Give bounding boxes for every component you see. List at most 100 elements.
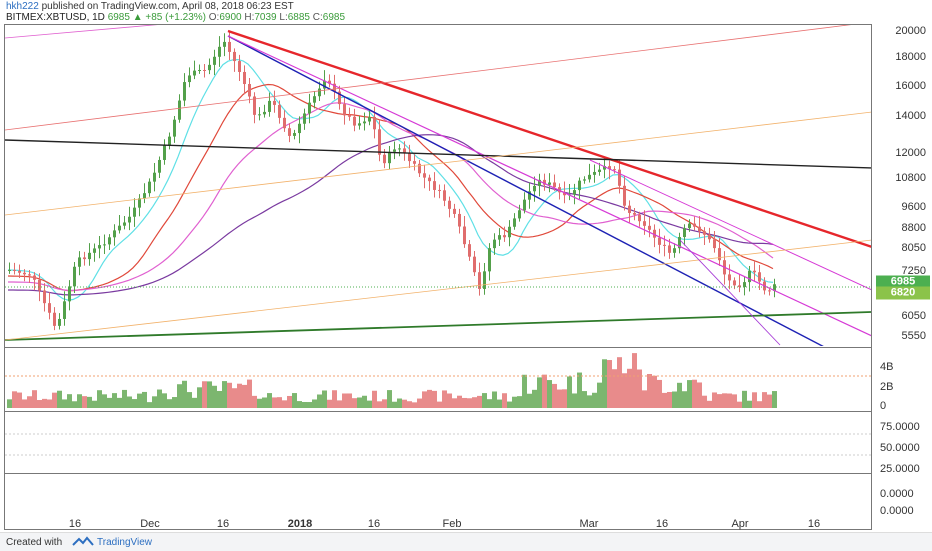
volume-bar bbox=[392, 401, 397, 408]
volume-bar bbox=[747, 400, 752, 408]
tradingview-logo-icon[interactable] bbox=[72, 536, 94, 547]
publish-info: hkh222 published on TradingView.com, Apr… bbox=[6, 1, 294, 12]
candle-body bbox=[248, 84, 251, 97]
volume-bar bbox=[557, 389, 562, 408]
last-price-tag: 6985 bbox=[876, 275, 930, 289]
candle-body bbox=[183, 82, 186, 101]
volume-bar bbox=[727, 393, 732, 408]
candle-body bbox=[238, 61, 241, 72]
candle-body bbox=[338, 91, 341, 105]
candle-body bbox=[533, 185, 536, 192]
candle-body bbox=[648, 225, 651, 230]
price-axis[interactable]: 20000 18000 16000 14000 12000 10800 9600… bbox=[872, 0, 932, 347]
candle-body bbox=[458, 213, 461, 227]
ema-mid-line bbox=[7, 83, 774, 292]
author-link[interactable]: hkh222 bbox=[6, 1, 39, 12]
volume-bar bbox=[682, 391, 687, 408]
volume-bar bbox=[457, 395, 462, 408]
candle-body bbox=[448, 200, 451, 209]
candle-body bbox=[418, 163, 421, 174]
high-value: 7039 bbox=[254, 12, 277, 23]
indicator-axis[interactable]: 75.0000 50.0000 25.0000 0.0000 bbox=[872, 412, 932, 500]
volume-bar bbox=[22, 399, 27, 408]
purple-projection-line[interactable] bbox=[679, 239, 781, 346]
open-value: 6900 bbox=[219, 12, 242, 23]
orange-ascending-channel-upper[interactable] bbox=[5, 111, 872, 216]
created-with-text: Created with bbox=[6, 537, 63, 548]
time-label: 16 bbox=[216, 518, 230, 530]
volume-bar bbox=[602, 359, 607, 408]
black-horizontal-trendline[interactable] bbox=[5, 139, 872, 169]
candle-body bbox=[773, 284, 776, 291]
volume-bar bbox=[622, 373, 627, 408]
volume-bar bbox=[302, 401, 307, 408]
volume-bar bbox=[592, 392, 597, 408]
candle-body bbox=[603, 166, 606, 170]
volume-bar bbox=[237, 383, 242, 408]
magenta-ascending-channel[interactable] bbox=[5, 20, 210, 39]
volume-bar bbox=[637, 369, 642, 408]
volume-bar bbox=[267, 393, 272, 408]
candle-body bbox=[408, 153, 411, 162]
volume-bar bbox=[182, 380, 187, 408]
indicator-tick: 75.0000 bbox=[880, 421, 920, 433]
volume-bars bbox=[7, 353, 777, 408]
chart-frame[interactable] bbox=[4, 24, 872, 530]
volume-bar bbox=[332, 390, 337, 408]
volume-bar bbox=[507, 401, 512, 408]
volume-bar bbox=[352, 398, 357, 408]
volume-bar bbox=[527, 393, 532, 408]
symbol-name[interactable]: BITMEX:XBTUSD, 1D bbox=[6, 12, 105, 23]
candle-body bbox=[228, 41, 231, 52]
volume-bar bbox=[772, 391, 777, 408]
volume-bar bbox=[472, 397, 477, 408]
candle-body bbox=[83, 257, 86, 260]
volume-tick: 4B bbox=[880, 361, 894, 373]
candle-body bbox=[63, 301, 66, 319]
indicator-bottom-separator[interactable] bbox=[4, 473, 872, 474]
volume-bar bbox=[222, 381, 227, 408]
candle-body bbox=[123, 222, 126, 226]
trend-lines[interactable] bbox=[5, 20, 872, 350]
candle-body bbox=[348, 115, 351, 117]
price-volume-separator[interactable] bbox=[4, 347, 872, 348]
volume-axis[interactable]: 4B 2B 0 bbox=[872, 348, 932, 412]
volume-bar bbox=[17, 392, 22, 408]
orange-ascending-channel-lower[interactable] bbox=[5, 239, 872, 341]
volume-bar bbox=[442, 390, 447, 408]
price-tick: 16000 bbox=[895, 80, 926, 92]
volume-bar bbox=[677, 382, 682, 408]
volume-bar bbox=[492, 391, 497, 408]
red-ascending-channel[interactable] bbox=[5, 22, 872, 131]
magenta-channel-trendline[interactable] bbox=[227, 35, 872, 337]
price-tick: 10800 bbox=[895, 172, 926, 184]
candle-body bbox=[733, 280, 736, 286]
indicator-tick: 25.0000 bbox=[880, 463, 920, 475]
candle-body bbox=[543, 179, 546, 185]
ema-fast-line bbox=[7, 58, 774, 301]
indicator-tick: 50.0000 bbox=[880, 442, 920, 454]
candle-body bbox=[438, 189, 441, 191]
high-label: H: bbox=[244, 12, 255, 23]
volume-bar bbox=[242, 384, 247, 408]
blue-channel-trendline[interactable] bbox=[227, 35, 830, 350]
price-tick: 20000 bbox=[895, 25, 926, 37]
volume-bar bbox=[432, 390, 437, 408]
symbol-legend: BITMEX:XBTUSD, 1D 6985 ▲ +85 (+1.23%) O:… bbox=[6, 12, 345, 23]
volume-indicator-separator[interactable] bbox=[4, 411, 872, 412]
volume-bar bbox=[407, 401, 412, 408]
candle-body bbox=[528, 191, 531, 200]
candle-body bbox=[33, 275, 36, 280]
candle-body bbox=[728, 274, 731, 281]
volume-bar bbox=[227, 382, 232, 408]
candle-body bbox=[518, 210, 521, 219]
green-support-trendline[interactable] bbox=[5, 311, 872, 341]
candle-body bbox=[43, 290, 46, 304]
volume-bar bbox=[322, 390, 327, 408]
tradingview-brand-link[interactable]: TradingView bbox=[97, 537, 153, 548]
bottom-axis[interactable]: 0.0000 bbox=[872, 474, 932, 518]
red-resistance-trendline[interactable] bbox=[227, 29, 872, 248]
candle-body bbox=[318, 88, 321, 97]
magenta-upper-trendline[interactable] bbox=[589, 159, 872, 291]
